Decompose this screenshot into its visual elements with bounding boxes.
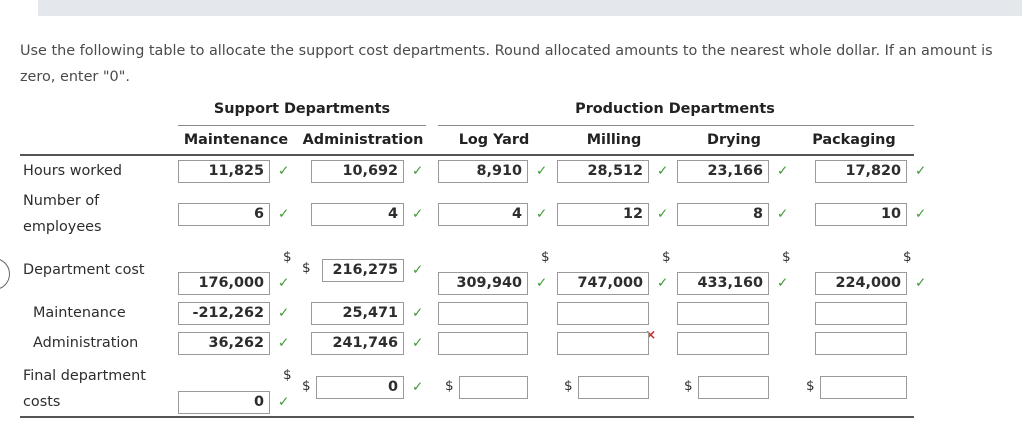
check-icon: ✓ bbox=[412, 206, 424, 222]
col-header-log-yard: Log Yard bbox=[458, 132, 530, 148]
check-icon: ✓ bbox=[412, 305, 424, 321]
maintenance-log-yard-input[interactable] bbox=[438, 302, 528, 325]
check-icon: ✓ bbox=[412, 335, 424, 351]
final-department-costs-maintenance-input[interactable]: 0 bbox=[178, 391, 270, 414]
hours-worked-packaging-input[interactable]: 17,820 bbox=[815, 160, 907, 183]
check-icon: ✓ bbox=[777, 206, 789, 222]
support-header-rule bbox=[178, 125, 426, 126]
check-icon: ✓ bbox=[657, 275, 669, 291]
check-icon: ✓ bbox=[412, 379, 424, 395]
department-cost-maintenance-input[interactable]: 176,000 bbox=[178, 272, 270, 295]
row-label-final-department-costs: Final department costs bbox=[23, 368, 146, 410]
department-cost-drying-input[interactable]: 433,160 bbox=[677, 272, 769, 295]
row-label-administration: Administration bbox=[33, 335, 139, 351]
hours-worked-maintenance-input[interactable]: 11,825 bbox=[178, 160, 270, 183]
col-header-maintenance: Maintenance bbox=[183, 132, 289, 148]
partial-circle-icon bbox=[0, 258, 10, 290]
hours-worked-log-yard-input[interactable]: 8,910 bbox=[438, 160, 528, 183]
check-icon: ✓ bbox=[536, 206, 548, 222]
dollar-sign: $ bbox=[445, 378, 454, 394]
administration-log-yard-input[interactable] bbox=[438, 332, 528, 355]
row-label-maintenance: Maintenance bbox=[33, 305, 126, 321]
dollar-sign: $ bbox=[283, 249, 292, 265]
dollar-sign: $ bbox=[302, 378, 311, 394]
dollar-sign: $ bbox=[564, 378, 573, 394]
number-of-employees-maintenance-input[interactable]: 6 bbox=[178, 203, 270, 226]
cross-icon: × bbox=[645, 327, 657, 343]
check-icon: ✓ bbox=[915, 163, 927, 179]
department-cost-packaging-input[interactable]: 224,000 bbox=[815, 272, 907, 295]
check-icon: ✓ bbox=[657, 206, 669, 222]
dollar-sign: $ bbox=[806, 378, 815, 394]
check-icon: ✓ bbox=[915, 206, 927, 222]
col-header-milling: Milling bbox=[586, 132, 642, 148]
final-department-costs-administration-input[interactable]: 0 bbox=[316, 376, 404, 399]
maintenance-milling-input[interactable] bbox=[557, 302, 649, 325]
check-icon: ✓ bbox=[278, 305, 290, 321]
dollar-sign: $ bbox=[662, 249, 671, 265]
col-header-drying: Drying bbox=[707, 132, 761, 148]
final-department-costs-log-yard-input[interactable] bbox=[459, 376, 528, 399]
dollar-sign: $ bbox=[283, 367, 292, 383]
number-of-employees-drying-input[interactable]: 8 bbox=[677, 203, 769, 226]
number-of-employees-log-yard-input[interactable]: 4 bbox=[438, 203, 528, 226]
check-icon: ✓ bbox=[412, 163, 424, 179]
maintenance-drying-input[interactable] bbox=[677, 302, 769, 325]
check-icon: ✓ bbox=[278, 206, 290, 222]
check-icon: ✓ bbox=[278, 275, 290, 291]
check-icon: ✓ bbox=[278, 163, 290, 179]
maintenance-maintenance-input[interactable]: -212,262 bbox=[178, 302, 270, 325]
number-of-employees-administration-input[interactable]: 4 bbox=[311, 203, 404, 226]
final-department-costs-packaging-input[interactable] bbox=[820, 376, 907, 399]
administration-maintenance-input[interactable]: 36,262 bbox=[178, 332, 270, 355]
maintenance-packaging-input[interactable] bbox=[815, 302, 907, 325]
check-icon: ✓ bbox=[777, 275, 789, 291]
department-cost-log-yard-input[interactable]: 309,940 bbox=[438, 272, 528, 295]
check-icon: ✓ bbox=[278, 335, 290, 351]
col-header-administration: Administration bbox=[302, 132, 424, 148]
final-department-costs-milling-input[interactable] bbox=[578, 376, 649, 399]
instructions-text: Use the following table to allocate the … bbox=[20, 43, 993, 85]
department-cost-administration-input[interactable]: 216,275 bbox=[322, 259, 404, 282]
dollar-sign: $ bbox=[903, 249, 912, 265]
header-divider bbox=[20, 154, 914, 156]
dollar-sign: $ bbox=[684, 378, 693, 394]
support-departments-header: Support Departments bbox=[213, 101, 391, 117]
administration-milling-input[interactable] bbox=[557, 332, 649, 355]
check-icon: ✓ bbox=[915, 275, 927, 291]
dollar-sign: $ bbox=[541, 249, 550, 265]
production-departments-header: Production Departments bbox=[575, 101, 775, 117]
table-bottom-rule bbox=[20, 416, 914, 418]
production-header-rule bbox=[438, 125, 914, 126]
maintenance-administration-input[interactable]: 25,471 bbox=[311, 302, 404, 325]
check-icon: ✓ bbox=[278, 394, 290, 410]
row-label-department-cost: Department cost bbox=[23, 262, 145, 278]
check-icon: ✓ bbox=[412, 262, 424, 278]
row-label-hours-worked: Hours worked bbox=[23, 163, 123, 179]
check-icon: ✓ bbox=[536, 163, 548, 179]
check-icon: ✓ bbox=[777, 163, 789, 179]
hours-worked-drying-input[interactable]: 23,166 bbox=[677, 160, 769, 183]
row-label-number-of-employees: Number of employees bbox=[23, 193, 102, 235]
number-of-employees-packaging-input[interactable]: 10 bbox=[815, 203, 907, 226]
final-department-costs-drying-input[interactable] bbox=[698, 376, 769, 399]
administration-drying-input[interactable] bbox=[677, 332, 769, 355]
hours-worked-administration-input[interactable]: 10,692 bbox=[311, 160, 404, 183]
dollar-sign: $ bbox=[782, 249, 791, 265]
department-cost-milling-input[interactable]: 747,000 bbox=[557, 272, 649, 295]
top-banner bbox=[38, 0, 1022, 16]
administration-administration-input[interactable]: 241,746 bbox=[311, 332, 404, 355]
dollar-sign: $ bbox=[302, 260, 311, 276]
number-of-employees-milling-input[interactable]: 12 bbox=[557, 203, 649, 226]
administration-packaging-input[interactable] bbox=[815, 332, 907, 355]
check-icon: ✓ bbox=[536, 275, 548, 291]
hours-worked-milling-input[interactable]: 28,512 bbox=[557, 160, 649, 183]
check-icon: ✓ bbox=[657, 163, 669, 179]
col-header-packaging: Packaging bbox=[812, 132, 896, 148]
